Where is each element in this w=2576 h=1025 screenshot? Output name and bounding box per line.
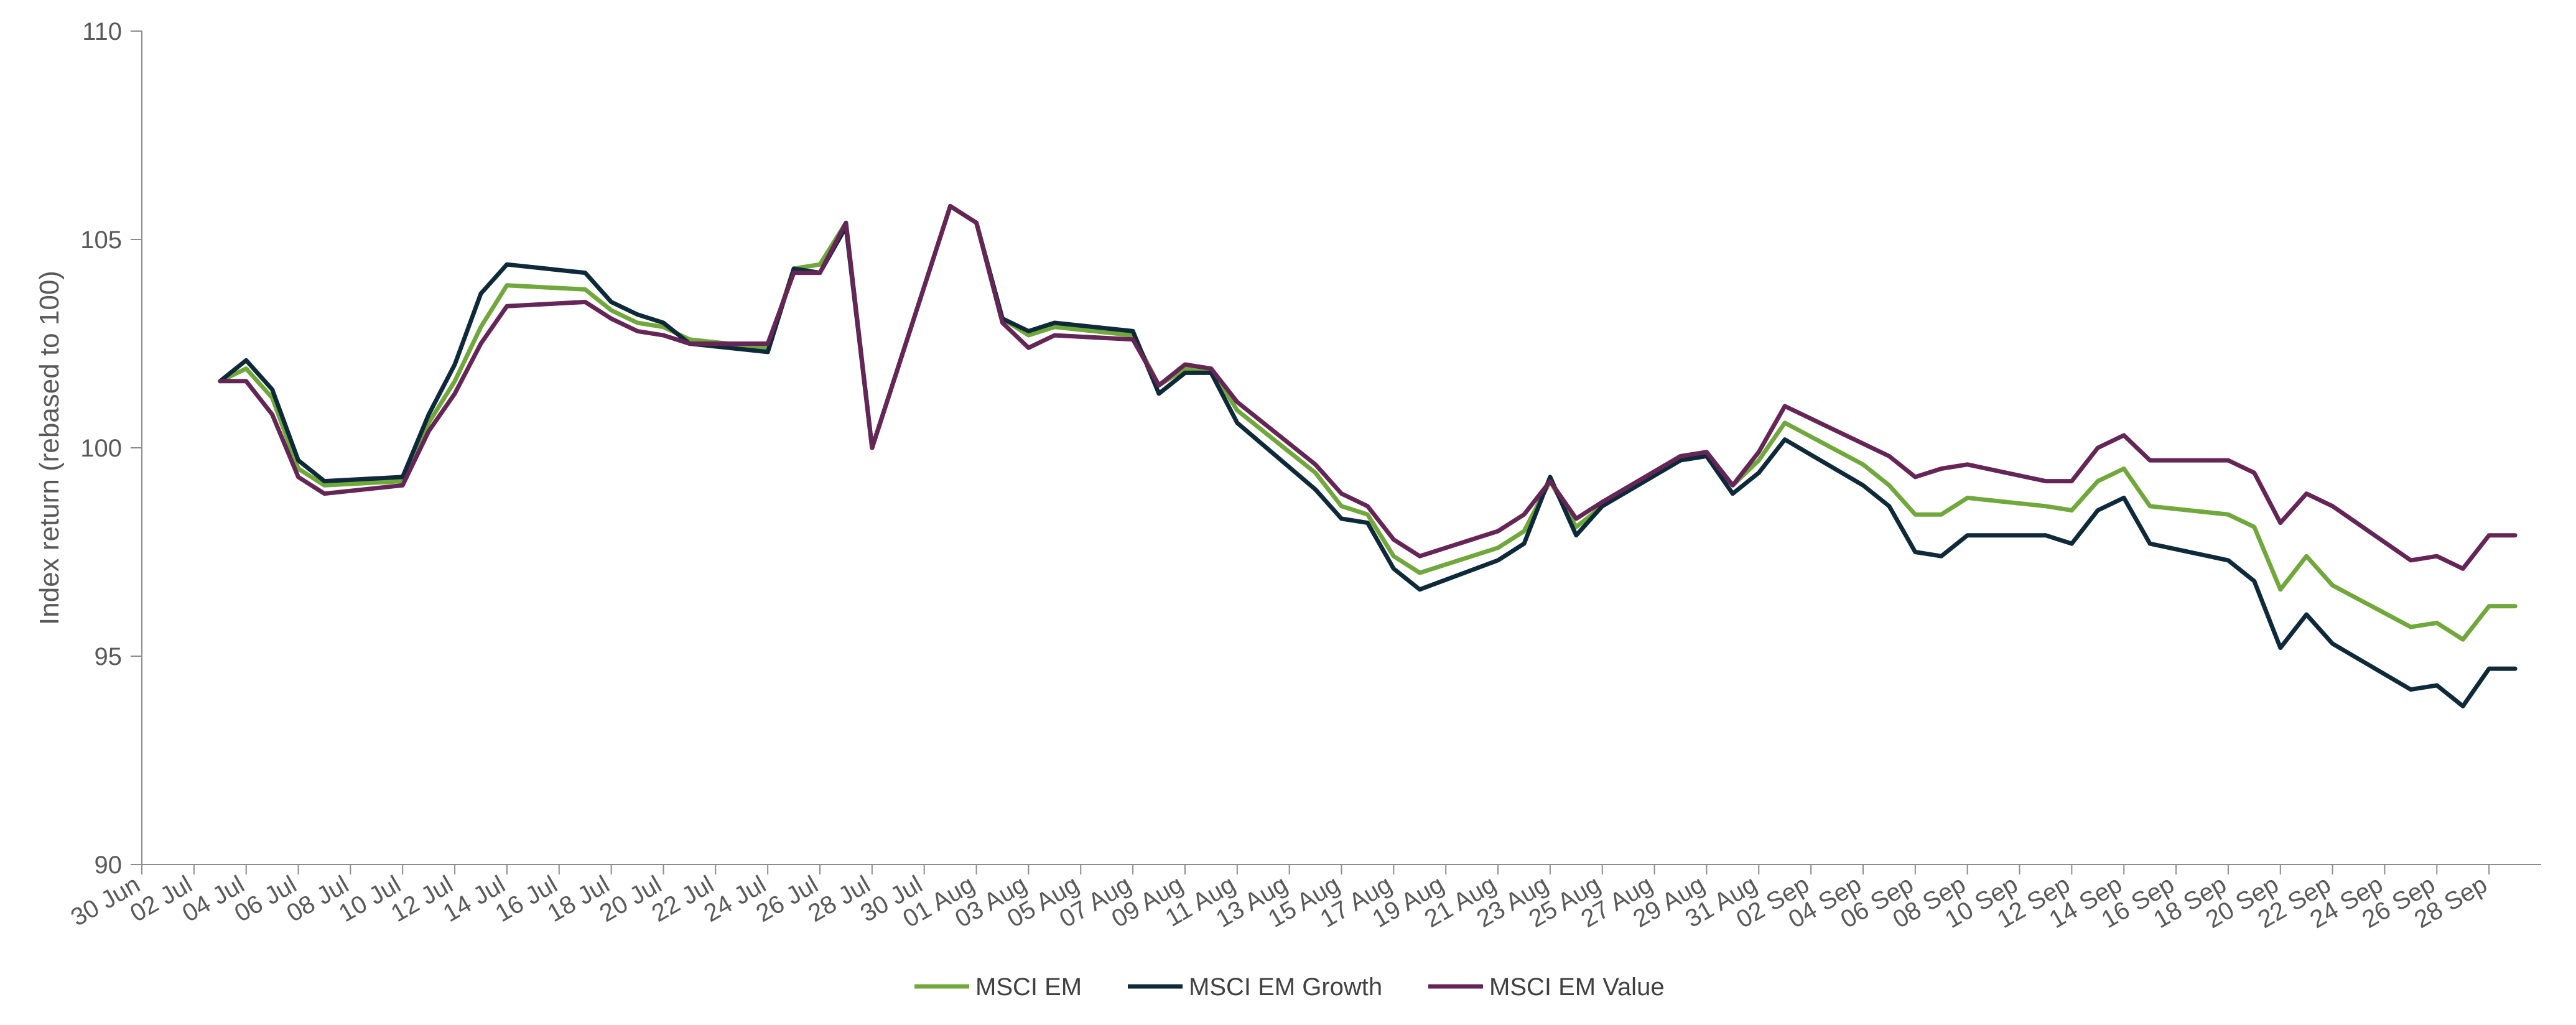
series-line-2 <box>218 203 2518 571</box>
y-tick-label: 95 <box>95 643 123 670</box>
y-tick-label: 110 <box>82 18 122 45</box>
series-line-0 <box>218 203 2518 642</box>
y-axis: 90 95 100 105 110 <box>80 18 142 879</box>
series-line-1 <box>218 203 2518 708</box>
y-axis-title: Index return (rebased to 100) <box>34 271 65 625</box>
series-lines <box>218 203 2518 708</box>
y-tick-label: 105 <box>80 226 122 254</box>
y-tick-label: 90 <box>95 851 123 879</box>
legend-label-1: MSCI EM Growth <box>1189 973 1382 1001</box>
y-tick-label: 100 <box>80 435 122 462</box>
legend-label-2: MSCI EM Value <box>1489 973 1665 1001</box>
legend: MSCI EM MSCI EM Growth MSCI EM Value <box>914 973 1665 1001</box>
legend-label-0: MSCI EM <box>975 973 1082 1001</box>
